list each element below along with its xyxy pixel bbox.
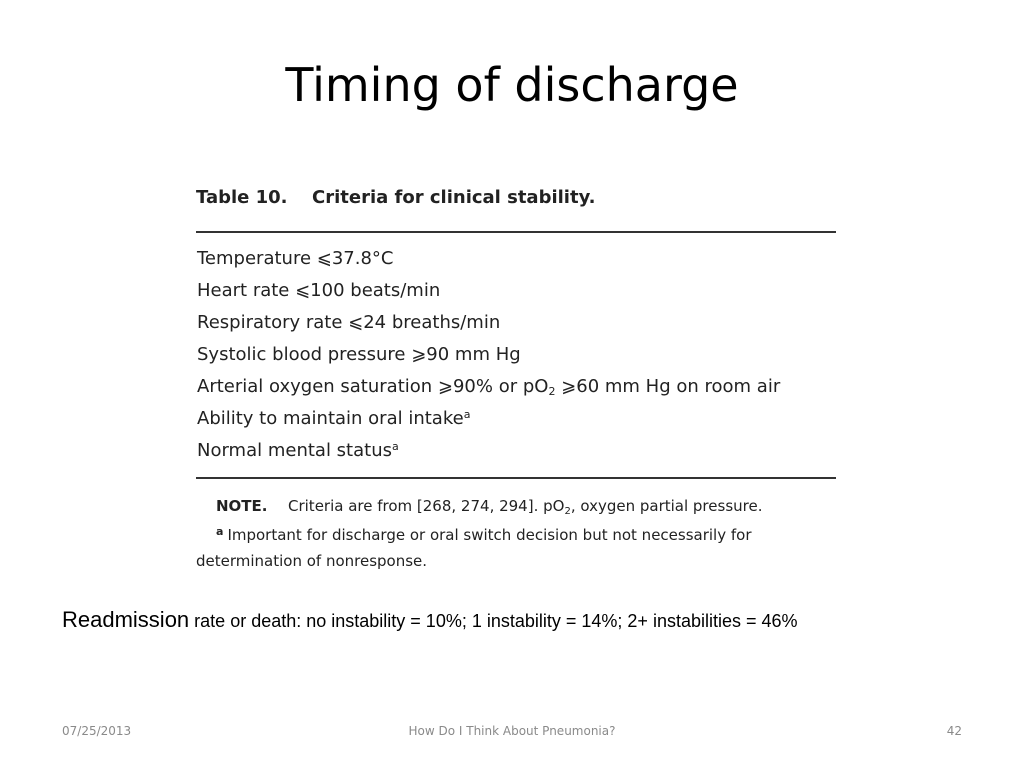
criterion-systolic-bp: Systolic blood pressure ⩾90 mm Hg — [197, 344, 521, 365]
table-bottom-rule — [196, 477, 836, 479]
criterion-oral-intake-text: Ability to maintain oral intake — [197, 408, 464, 429]
criteria-list: Temperature ⩽37.8°C Heart rate ⩽100 beat… — [196, 233, 836, 467]
readmission-rest: rate or death: no instability = 10%; 1 i… — [189, 611, 798, 631]
table-caption-text: Criteria for clinical stability. — [312, 187, 596, 208]
criterion-respiratory-rate: Respiratory rate ⩽24 breaths/min — [197, 312, 501, 333]
note-text: Criteria are from [268, 274, 294]. pO — [288, 497, 565, 515]
criteria-table-figure: Table 10. Criteria for clinical stability… — [196, 184, 836, 574]
table-caption-number: Table 10. — [196, 187, 288, 208]
criterion-oxygen-text: Arterial oxygen saturation ⩾90% or pO — [197, 376, 549, 397]
slide-title: Timing of discharge — [285, 58, 739, 112]
table-notes: NOTE. Criteria are from [268, 274, 294]. … — [196, 479, 836, 574]
criterion-temperature: Temperature ⩽37.8°C — [197, 248, 394, 269]
note-text-end: , oxygen partial pressure. — [570, 497, 763, 515]
criterion-oxygen-saturation: Arterial oxygen saturation ⩾90% or pO2 ⩾… — [197, 371, 836, 403]
criterion-mental-status-footnote-mark: a — [392, 440, 399, 453]
note-line: NOTE. Criteria are from [268, 274, 294]. … — [196, 493, 836, 519]
note-subscript: 2 — [564, 506, 571, 517]
readmission-statement: Readmission rate or death: no instabilit… — [62, 607, 798, 633]
criterion-oxygen-text-end: ⩾60 mm Hg on room air — [555, 376, 781, 397]
criterion-oral-intake: Ability to maintain oral intakea — [197, 403, 836, 435]
criterion-mental-status: Normal mental statusa — [197, 435, 836, 467]
criterion-oral-intake-footnote-mark: a — [463, 408, 471, 421]
note-label: NOTE. — [216, 497, 268, 515]
footnote-mark: a — [216, 525, 224, 538]
table-top-rule — [196, 231, 836, 233]
readmission-lead: Readmission — [62, 607, 190, 632]
criterion-mental-status-text: Normal mental status — [197, 440, 392, 461]
footnote-text-1: Important for discharge or oral switch d… — [227, 526, 752, 544]
table-caption: Table 10. Criteria for clinical stability… — [196, 184, 836, 214]
criterion-heart-rate: Heart rate ⩽100 beats/min — [197, 280, 441, 301]
footnote-line-2: determination of nonresponse. — [196, 552, 428, 570]
footer-page-number: 42 — [946, 724, 962, 738]
footer-presentation-title: How Do I Think About Pneumonia? — [408, 724, 616, 738]
criterion-oxygen-subscript: 2 — [548, 385, 556, 398]
footnote-line-1: a Important for discharge or oral switch … — [196, 519, 836, 548]
footer-date: 07/25/2013 — [62, 724, 132, 738]
